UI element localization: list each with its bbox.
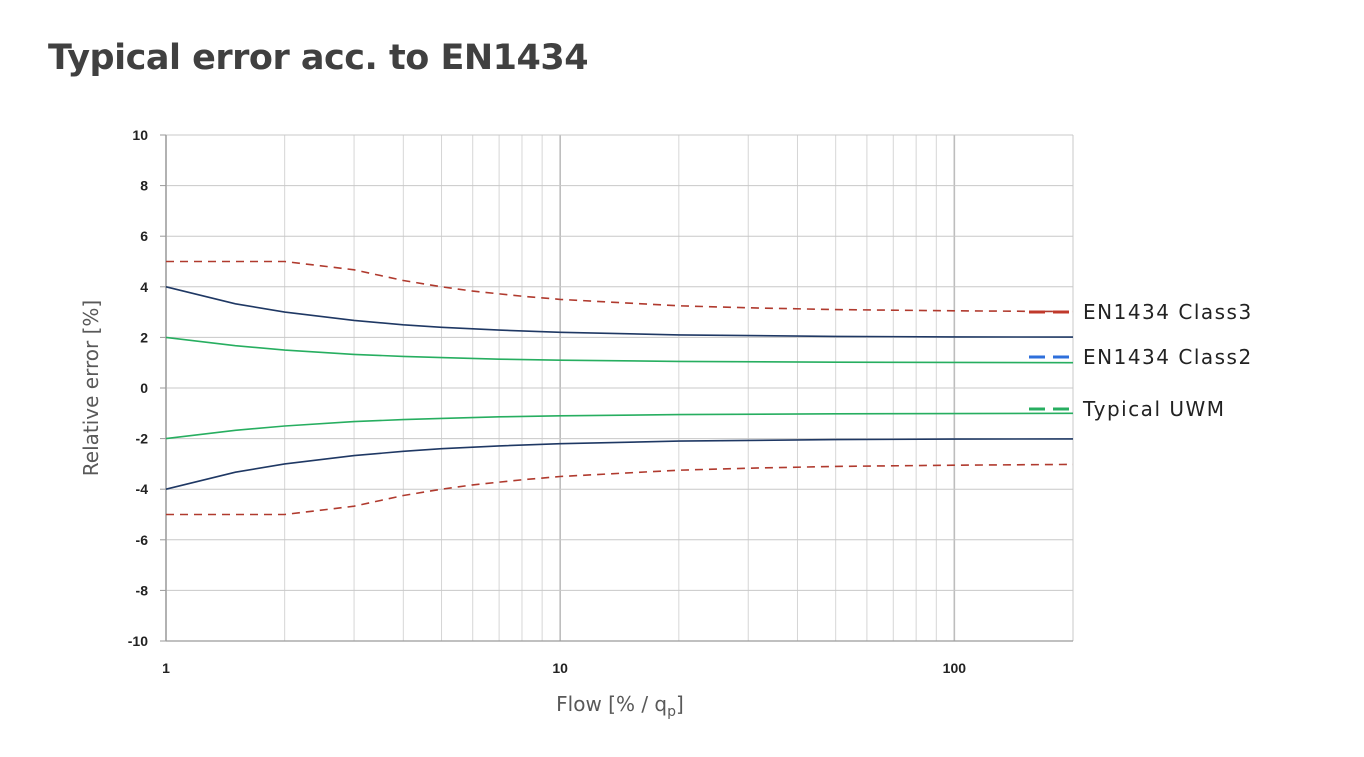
tick-labels: 10 8 6 4 2 0 -2 -4 -6 -8 -10 1 10 100	[128, 127, 966, 676]
y-tick-label: 4	[140, 279, 148, 295]
y-tick-label: 0	[140, 380, 148, 396]
y-tick-label: -8	[136, 582, 149, 598]
legend-label-en1434-class2: EN1434 Class2	[1083, 345, 1253, 369]
x-tick-label: 100	[943, 660, 967, 676]
y-tick-label: -6	[136, 532, 149, 548]
x-tick-label: 10	[552, 660, 568, 676]
series-line-en1434-class3-upper	[166, 260, 1074, 313]
chart-title: Typical error acc. to EN1434	[48, 38, 589, 78]
y-tick-label: 10	[132, 127, 148, 143]
legend-label-en1434-class3: EN1434 Class3	[1083, 300, 1253, 324]
series-line-en1434-class2-upper	[165, 286, 1074, 338]
x-tick-label: 1	[162, 660, 170, 676]
y-axis-title: Relative error [%]	[79, 300, 103, 476]
y-tick-label: 6	[140, 228, 148, 244]
grid	[165, 134, 1074, 642]
y-tick-label: -2	[136, 431, 149, 447]
legend-label-typical-uwm: Typical UWM	[1082, 397, 1226, 421]
y-tick-label: -4	[136, 481, 149, 497]
axes	[160, 134, 1073, 642]
series-line-en1434-class3-lower	[166, 463, 1074, 516]
y-tick-label: 8	[140, 178, 148, 194]
series-lines	[165, 260, 1074, 516]
series-line-en1434-class2-lower	[165, 438, 1074, 490]
legend: EN1434 Class3 EN1434 Class2 Typical UWM	[1029, 300, 1253, 421]
series-line-typical-uwm-lower	[165, 412, 1074, 440]
series-line-typical-uwm-upper	[165, 336, 1074, 364]
y-tick-label: -10	[128, 633, 148, 649]
y-tick-label: 2	[140, 329, 148, 345]
x-axis-title: Flow [% / qp]	[556, 692, 684, 720]
